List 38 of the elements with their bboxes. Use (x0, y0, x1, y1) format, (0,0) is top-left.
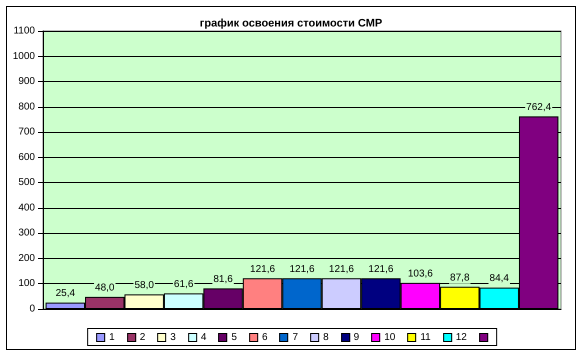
data-label: 121,6 (328, 264, 354, 275)
y-tick-label: 600 (18, 152, 36, 163)
y-tick-label: 1100 (13, 26, 36, 36)
data-label: 103,6 (408, 268, 434, 280)
y-tick-label: 700 (18, 126, 36, 138)
data-label: 762,4 (526, 102, 552, 113)
legend-label: 3 (170, 332, 176, 342)
y-tick-label: 800 (18, 101, 36, 112)
y-tick-label: 100 (18, 278, 36, 290)
data-label: 48,0 (95, 282, 115, 294)
legend-label: 8 (323, 332, 329, 342)
y-tick-label: 400 (18, 202, 36, 214)
legend-label: 12 (456, 332, 467, 342)
y-tick-label: 500 (18, 177, 36, 188)
data-label: 121,6 (289, 264, 315, 275)
legend-label: 10 (384, 332, 396, 342)
y-tick-label: 1000 (12, 50, 36, 62)
y-tick-label: 0 (29, 304, 36, 314)
legend-label: 6 (262, 332, 268, 342)
legend-label: 2 (140, 332, 146, 342)
y-tick-label: 900 (18, 76, 36, 88)
legend-label: 9 (354, 332, 360, 342)
data-label: 121,6 (250, 264, 276, 275)
data-label: 25,4 (56, 288, 76, 300)
data-label: 58,0 (134, 280, 154, 291)
data-label: 84,4 (490, 273, 510, 284)
legend-label: 7 (292, 332, 298, 342)
y-tick-label: 200 (18, 252, 36, 264)
legend-label: 1 (109, 332, 115, 342)
data-label: 87,8 (450, 272, 470, 284)
y-tick-label: 300 (18, 228, 36, 239)
data-label: 121,6 (368, 264, 394, 275)
chart-title: график освоения стоимости СМР (200, 18, 382, 30)
legend-label: 11 (420, 332, 431, 342)
data-label: 81,6 (213, 274, 234, 285)
legend-label: 4 (200, 332, 206, 342)
data-label: 61,6 (174, 278, 194, 290)
legend-label: 5 (231, 332, 237, 342)
